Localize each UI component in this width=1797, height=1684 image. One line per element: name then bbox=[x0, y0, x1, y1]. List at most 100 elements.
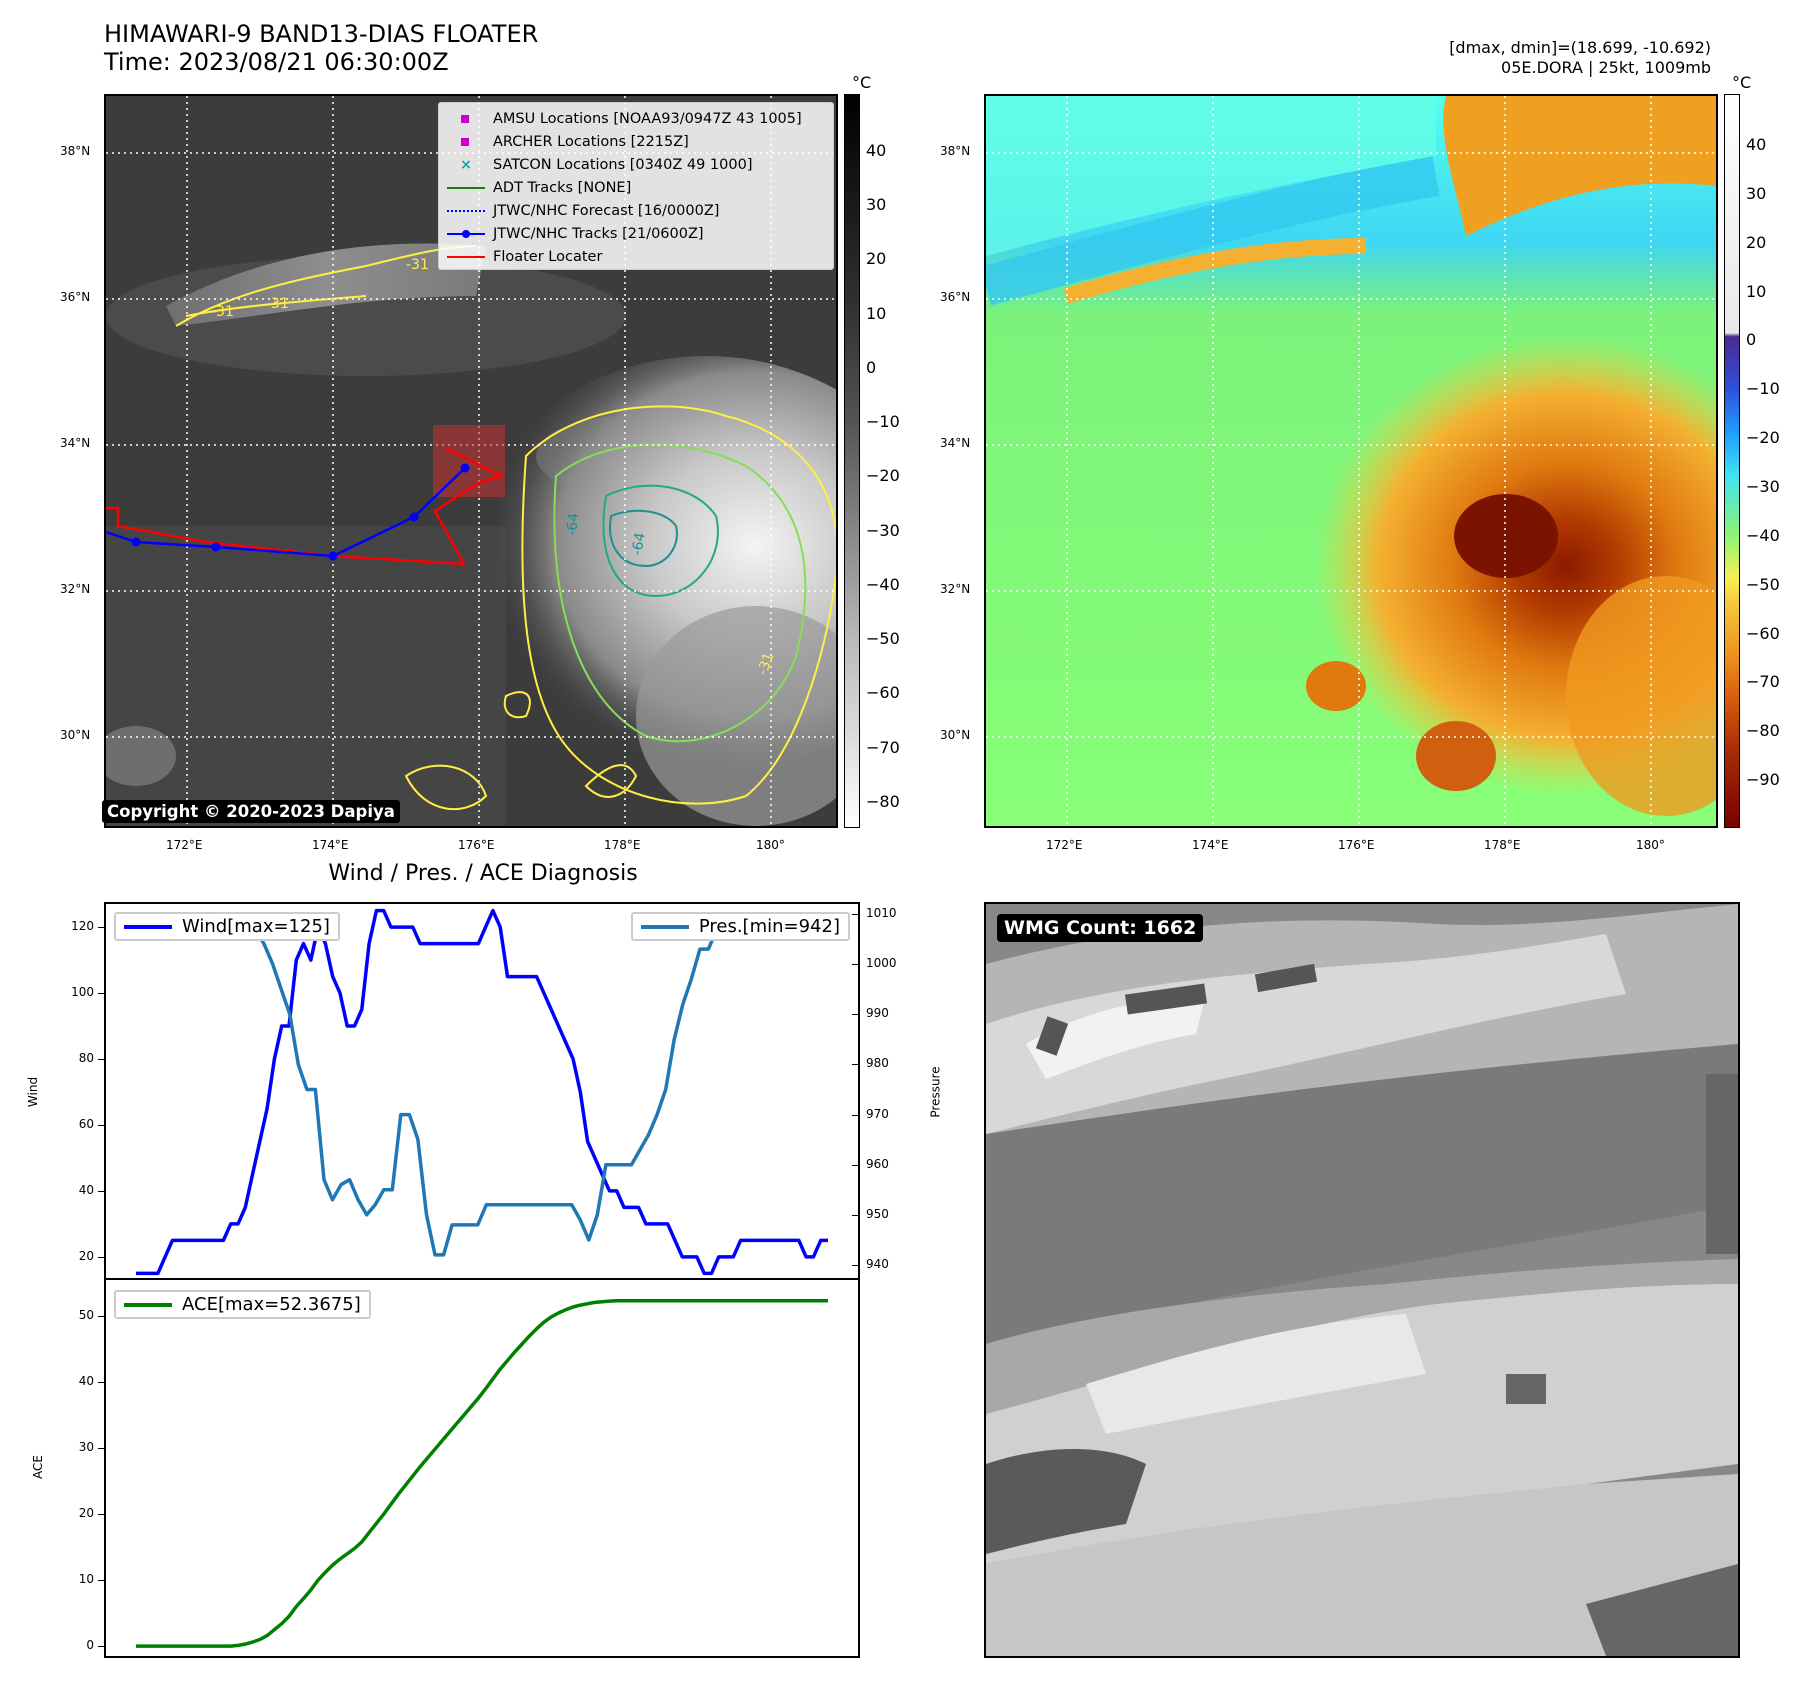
colorbar-tick: 40 bbox=[866, 141, 887, 160]
lon-label: 172°E bbox=[1046, 838, 1083, 852]
contour-label: -31 bbox=[755, 650, 778, 677]
pressure-tick: 960 bbox=[866, 1156, 889, 1171]
colorbar-tick: −50 bbox=[1746, 575, 1780, 594]
ace-tick: 20 bbox=[78, 1506, 94, 1521]
wind-axis-label: Wind bbox=[26, 1076, 41, 1108]
contour-label: -64 bbox=[564, 512, 582, 536]
wind-tick: 40 bbox=[78, 1182, 94, 1197]
colorbar-tick: 0 bbox=[1746, 330, 1757, 349]
wind-tick: 60 bbox=[78, 1116, 94, 1131]
lon-label: 180° bbox=[1636, 838, 1665, 852]
lat-label: 34°N bbox=[940, 436, 971, 450]
colorbar-tick: −10 bbox=[1746, 379, 1780, 398]
colorbar-tick: −60 bbox=[1746, 624, 1780, 643]
ir-colorbar-unit: °C bbox=[852, 73, 872, 92]
colorbar-tick: −80 bbox=[1746, 721, 1780, 740]
wmg-panel bbox=[984, 902, 1740, 1658]
pressure-tick: 1010 bbox=[866, 906, 897, 921]
ace-series-line bbox=[136, 1298, 828, 1648]
pressure-tick: 990 bbox=[866, 1006, 889, 1021]
wind-tick-mark bbox=[98, 993, 104, 995]
ace-plot bbox=[136, 1298, 828, 1648]
colorbar-tick: −70 bbox=[866, 738, 900, 757]
ace-chart: ACE[max=52.3675] bbox=[104, 1278, 860, 1658]
lat-label: 38°N bbox=[60, 144, 91, 158]
colorbar-tick: 10 bbox=[1746, 282, 1767, 301]
contour-label: -31 bbox=[211, 304, 234, 320]
color-map-panel bbox=[984, 94, 1718, 828]
pressure-legend: Pres.[min=942] bbox=[630, 912, 850, 941]
copyright-badge: Copyright © 2020-2023 Dapiya bbox=[102, 800, 400, 823]
lon-label: 180° bbox=[756, 838, 785, 852]
colorbar-tick: −30 bbox=[1746, 477, 1780, 496]
lat-label: 32°N bbox=[940, 582, 971, 596]
lon-label: 174°E bbox=[312, 838, 349, 852]
colorbar-tick: −80 bbox=[866, 792, 900, 811]
pressure-tick-mark bbox=[852, 914, 858, 916]
wind-tick: 80 bbox=[78, 1051, 94, 1066]
color-colorbar bbox=[1724, 94, 1740, 828]
colorbar-tick: −20 bbox=[1746, 428, 1780, 447]
color-colorbar-unit: °C bbox=[1732, 73, 1752, 92]
wind-tick-mark bbox=[98, 1059, 104, 1061]
colorbar-tick: −20 bbox=[866, 466, 900, 485]
pressure-tick-mark bbox=[852, 964, 858, 966]
pressure-tick-mark bbox=[852, 1014, 858, 1016]
ace-tick: 40 bbox=[78, 1374, 94, 1389]
lat-label: 38°N bbox=[940, 144, 971, 158]
lon-label: 176°E bbox=[1338, 838, 1375, 852]
ace-tick: 50 bbox=[78, 1308, 94, 1323]
color-map-image bbox=[986, 96, 1716, 826]
lon-label: 172°E bbox=[166, 838, 203, 852]
ace-tick-mark bbox=[98, 1316, 104, 1318]
contour-label: -64 bbox=[629, 531, 649, 556]
colorbar-tick: 20 bbox=[1746, 233, 1767, 252]
wind-pressure-plot bbox=[136, 908, 828, 1276]
pressure-tick-mark bbox=[852, 1064, 858, 1066]
wmg-image bbox=[986, 904, 1738, 1656]
pressure-series-line bbox=[136, 912, 828, 1257]
wind-pressure-chart: Wind[max=125] Pres.[min=942] bbox=[104, 902, 860, 1280]
pressure-tick-mark bbox=[852, 1214, 858, 1216]
colorbar-tick: −10 bbox=[866, 412, 900, 431]
contour-label: -31 bbox=[406, 257, 429, 273]
colorbar-tick: −70 bbox=[1746, 672, 1780, 691]
ir-colorbar bbox=[844, 94, 860, 828]
colorbar-tick: −90 bbox=[1746, 770, 1780, 789]
colorbar-tick: 40 bbox=[1746, 135, 1767, 154]
wind-tick-mark bbox=[98, 1124, 104, 1126]
ace-tick: 30 bbox=[78, 1440, 94, 1455]
colorbar-tick: 20 bbox=[866, 249, 887, 268]
colorbar-tick: 0 bbox=[866, 358, 877, 377]
pressure-tick: 1000 bbox=[866, 956, 897, 971]
lon-label: 178°E bbox=[1484, 838, 1521, 852]
lat-label: 36°N bbox=[60, 290, 91, 304]
lat-label: 36°N bbox=[940, 290, 971, 304]
pressure-tick-mark bbox=[852, 1114, 858, 1116]
colorbar-tick: 30 bbox=[1746, 184, 1767, 203]
wind-tick: 120 bbox=[71, 919, 94, 934]
lat-label: 32°N bbox=[60, 582, 91, 596]
wind-tick-mark bbox=[98, 927, 104, 929]
pressure-tick-mark bbox=[852, 1264, 858, 1266]
legend-item: ARCHER Locations [2215Z] bbox=[447, 130, 825, 153]
colorbar-tick: 10 bbox=[866, 304, 887, 323]
lat-label: 30°N bbox=[940, 728, 971, 742]
ace-axis-label: ACE bbox=[30, 1455, 45, 1479]
wmg-count-badge: WMG Count: 1662 bbox=[997, 914, 1204, 942]
colorbar-tick: −50 bbox=[866, 629, 900, 648]
lon-label: 178°E bbox=[604, 838, 641, 852]
storm-info: [dmax, dmin]=(18.699, -10.692) 05E.DORA … bbox=[1449, 38, 1711, 77]
diagnosis-title: Wind / Pres. / ACE Diagnosis bbox=[328, 861, 638, 886]
colorbar-tick: −30 bbox=[866, 521, 900, 540]
wind-tick: 100 bbox=[71, 985, 94, 1000]
legend-item: × SATCON Locations [0340Z 49 1000] bbox=[460, 156, 753, 173]
ace-tick-mark bbox=[98, 1448, 104, 1450]
pressure-axis-label: Pressure bbox=[928, 1066, 943, 1118]
wind-tick-mark bbox=[98, 1190, 104, 1192]
pressure-tick-mark bbox=[852, 1164, 858, 1166]
pressure-tick: 980 bbox=[866, 1056, 889, 1071]
wind-tick: 20 bbox=[78, 1248, 94, 1263]
contour-label: -31 bbox=[266, 296, 289, 312]
legend-item: JTWC/NHC Tracks [21/0600Z] bbox=[447, 222, 825, 245]
